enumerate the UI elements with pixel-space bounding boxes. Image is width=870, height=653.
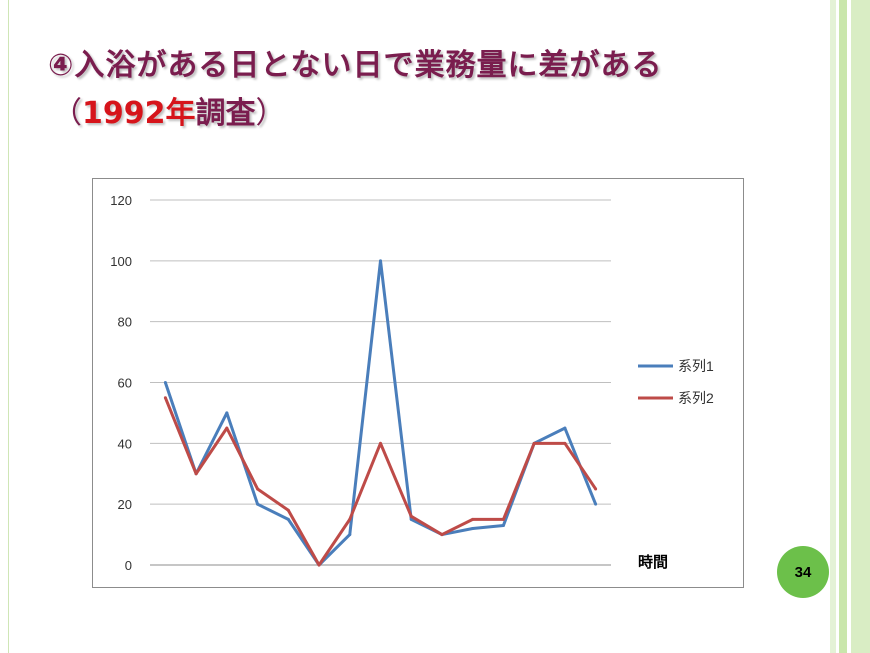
data-point: [563, 426, 567, 430]
y-tick-label: 100: [110, 254, 132, 269]
y-tick-label: 20: [118, 497, 132, 512]
slide-subtitle: （1992年調査）: [52, 88, 286, 132]
data-point: [317, 563, 321, 567]
survey-label: 調査: [195, 96, 256, 131]
data-point: [286, 508, 290, 512]
series-line-1: [163, 259, 598, 567]
x-axis-label: 時間: [638, 553, 668, 571]
data-point: [594, 502, 598, 506]
data-point: [379, 259, 382, 263]
data-point: [501, 517, 505, 521]
data-point: [163, 396, 167, 400]
data-point: [225, 426, 229, 430]
legend-label: 系列1: [678, 358, 714, 374]
data-point: [440, 533, 444, 537]
data-point: [256, 502, 260, 506]
y-tick-label: 80: [118, 315, 132, 330]
data-point: [348, 517, 352, 521]
data-point: [379, 441, 382, 445]
data-point: [594, 487, 598, 491]
data-point: [163, 381, 167, 384]
data-point: [194, 472, 198, 476]
data-point: [409, 517, 413, 521]
data-point: [563, 441, 567, 445]
open-paren: （: [52, 96, 82, 131]
slide-left-border: [0, 0, 9, 653]
y-tick-label: 40: [118, 436, 132, 451]
data-point: [286, 517, 290, 521]
data-point: [532, 441, 536, 445]
data-point: [348, 533, 352, 537]
close-paren: ）: [255, 96, 286, 131]
page-number-badge: 34: [777, 546, 829, 598]
data-point: [471, 517, 475, 521]
y-tick-label: 120: [110, 193, 132, 208]
survey-year: 1992年: [82, 96, 196, 131]
y-tick-label: 60: [118, 376, 132, 391]
data-point: [471, 527, 475, 530]
data-point: [256, 487, 260, 491]
data-point: [501, 523, 505, 527]
data-point: [225, 411, 229, 415]
line-chart: 0 20 40 60 80 100 120 系列1 系列2 時間: [110, 193, 714, 573]
slide-title: ④入浴がある日とない日で業務量に差がある: [48, 48, 663, 83]
chart-container: 0 20 40 60 80 100 120 系列1 系列2 時間: [92, 178, 744, 588]
slide-right-stripes: [830, 0, 870, 653]
legend-label: 系列2: [678, 390, 714, 406]
data-point: [409, 514, 413, 518]
y-tick-label: 0: [125, 558, 132, 573]
